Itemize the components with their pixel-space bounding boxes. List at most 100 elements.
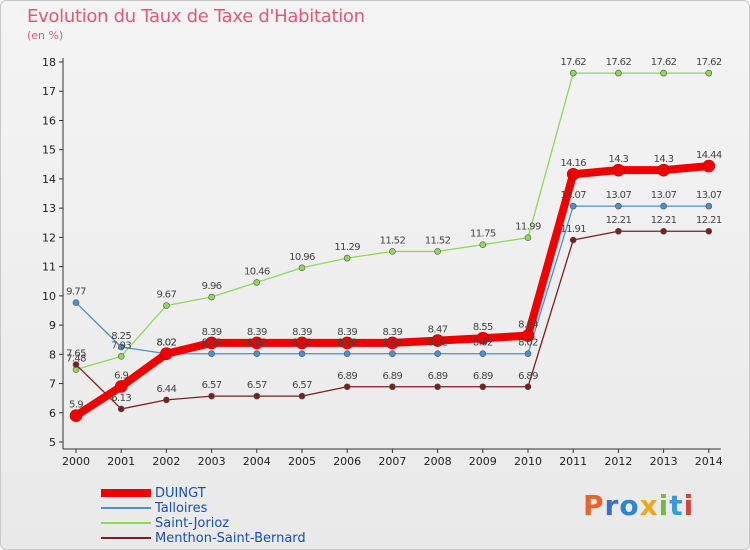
data-label: 12.21 (651, 215, 677, 226)
data-label: 8.25 (111, 331, 131, 342)
x-tick-label: 2007 (378, 455, 406, 468)
y-tick-label: 6 (49, 407, 56, 420)
data-label: 8.02 (202, 338, 222, 349)
data-point (72, 299, 80, 306)
data-label: 9.96 (202, 281, 222, 292)
data-label: 8.02 (473, 338, 493, 349)
data-point (386, 336, 399, 350)
x-tick-label: 2005 (288, 455, 316, 468)
data-label: 14.16 (560, 158, 586, 169)
legend-label: Menthon-Saint-Bernard (155, 531, 306, 546)
data-point (524, 234, 532, 241)
proxiti-logo: Proxiti (583, 489, 695, 522)
x-tick-label: 2009 (469, 455, 497, 468)
data-label: 6.89 (382, 371, 402, 382)
data-label: 13.07 (560, 190, 586, 201)
legend-label: DUINGT (155, 486, 206, 501)
data-point (160, 347, 173, 361)
data-label: 8.39 (247, 327, 267, 338)
data-label: 8.39 (382, 327, 402, 338)
data-point (69, 409, 83, 422)
y-tick-label: 16 (42, 114, 56, 127)
series-line (75, 230, 709, 410)
data-label: 5.9 (69, 400, 83, 411)
data-point (705, 69, 713, 77)
data-point (524, 350, 532, 358)
data-label: 11.52 (425, 235, 451, 246)
data-label: 7.93 (111, 340, 131, 351)
data-label: 8.02 (247, 338, 267, 349)
chart-title: Evolution du Taux de Taxe d'Habitation (27, 6, 365, 27)
data-label: 6.89 (518, 371, 538, 382)
data-label: 14.3 (608, 154, 628, 165)
data-point (431, 334, 444, 347)
data-point (434, 248, 441, 255)
data-point (298, 392, 306, 400)
data-label: 8.47 (428, 325, 448, 336)
data-label: 6.89 (428, 371, 448, 382)
data-point (705, 227, 713, 235)
data-point (569, 236, 577, 244)
data-point (72, 361, 80, 368)
x-tick-label: 2008 (424, 455, 452, 468)
data-label: 12.21 (606, 215, 632, 226)
data-label: 17.62 (560, 57, 586, 68)
data-label: 13.07 (696, 190, 722, 201)
data-label: 8.64 (518, 320, 538, 331)
data-point (163, 396, 170, 404)
data-point (343, 254, 351, 262)
data-point (253, 350, 261, 358)
data-point (524, 383, 532, 391)
y-tick-label: 8 (49, 348, 56, 361)
x-tick-label: 2014 (695, 455, 723, 468)
data-label: 6.57 (202, 380, 222, 391)
y-tick-label: 14 (42, 173, 56, 186)
y-tick-label: 5 (49, 436, 56, 449)
legend-label: Talloires (155, 501, 208, 516)
y-tick-label: 9 (49, 319, 56, 332)
x-tick-label: 2000 (62, 455, 90, 468)
x-tick-label: 2011 (559, 455, 587, 468)
x-tick-label: 2012 (604, 455, 632, 468)
data-point (298, 350, 306, 358)
data-point (705, 202, 713, 210)
data-label: 8.39 (337, 327, 357, 338)
data-label: 17.62 (606, 57, 632, 68)
legend-swatch (101, 522, 151, 524)
data-point (612, 163, 625, 177)
data-label: 7.65 (66, 349, 86, 360)
data-point (657, 163, 670, 177)
data-point (117, 343, 125, 351)
data-label: 10.96 (289, 252, 315, 263)
x-tick-label: 2010 (514, 455, 542, 468)
data-point (389, 248, 396, 255)
data-point (253, 279, 261, 286)
data-point (660, 227, 667, 235)
data-label: 6.89 (473, 371, 493, 382)
x-tick-label: 2004 (243, 455, 271, 468)
data-point (566, 167, 580, 181)
data-label: 14.3 (654, 154, 674, 165)
data-point (660, 202, 667, 210)
y-tick-label: 11 (42, 261, 56, 274)
data-point (479, 383, 487, 391)
data-point (208, 350, 215, 358)
data-label: 8.02 (156, 338, 176, 349)
data-point (479, 241, 487, 248)
data-point (208, 392, 215, 400)
data-point (205, 336, 218, 350)
data-label: 13.07 (651, 190, 677, 201)
data-label: 8.02 (337, 338, 357, 349)
data-point (163, 302, 170, 309)
data-label: 6.44 (156, 384, 176, 395)
data-label: 11.52 (380, 235, 406, 246)
data-point (476, 331, 490, 345)
y-tick-label: 18 (42, 56, 56, 69)
x-tick-label: 2013 (650, 455, 678, 468)
x-tick-label: 2003 (198, 455, 226, 468)
data-point (253, 392, 261, 400)
data-point (479, 350, 487, 358)
data-point (295, 336, 309, 350)
